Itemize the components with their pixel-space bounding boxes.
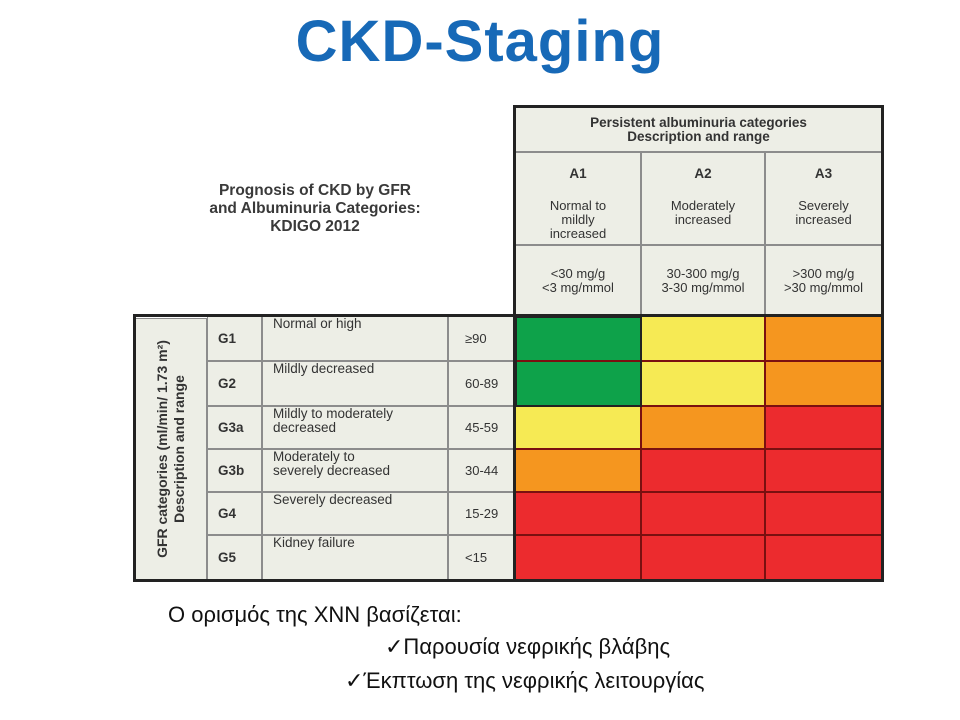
category-code: A2	[694, 166, 712, 181]
risk-cell-g4-a1	[515, 492, 641, 535]
text-line: Moderately	[670, 198, 736, 213]
risk-cell-g3a-a3	[765, 406, 882, 449]
gfr-range-g3a: 45-59	[448, 406, 515, 449]
risk-cell-g1-a2	[641, 316, 765, 361]
header-line: Description and range	[627, 128, 770, 144]
text-line: Moderately to	[273, 449, 355, 464]
page-title: CKD-Staging	[295, 9, 665, 74]
category-description: Normal to mildly increased	[550, 199, 606, 241]
text-line: increased	[674, 212, 732, 227]
text-line: increased	[795, 212, 852, 227]
risk-cell-g3b-a3	[765, 449, 882, 492]
prognosis-caption: Prognosis of CKD by GFR and Albuminuria …	[150, 182, 480, 236]
text-line: 3-30 mg/mmol	[661, 279, 745, 295]
text-line: Severely	[798, 198, 849, 213]
criterion-kidney-damage: ✓Παρουσία νεφρικής βλάβης	[385, 634, 671, 659]
text-line: 30-300 mg/g	[666, 265, 740, 281]
gfr-description-g5: Kidney failure	[262, 535, 448, 580]
albuminuria-range-a2: 30-300 mg/g 3-30 mg/mmol	[641, 245, 765, 316]
gfr-code-g5: G5	[207, 535, 262, 580]
gfr-description-g3a: Mildly to moderately decreased	[262, 406, 448, 449]
risk-cell-g1-a3	[765, 316, 882, 361]
gfr-description-g4: Severely decreased	[262, 492, 448, 535]
risk-cell-g3a-a2	[641, 406, 765, 449]
risk-cell-g5-a2	[641, 535, 765, 580]
text-line: increased	[549, 226, 607, 241]
risk-cell-g4-a2	[641, 492, 765, 535]
albuminuria-header: Persistent albuminuria categories Descrip…	[515, 107, 882, 152]
text-line: severely decreased	[273, 463, 391, 478]
gfr-code-g2: G2	[207, 361, 262, 406]
text-line: >30 mg/mmol	[783, 279, 864, 295]
albuminuria-range-a1: <30 mg/g <3 mg/mmol	[515, 245, 641, 316]
text-line: Normal or high	[273, 316, 362, 331]
text-line: Normal to	[549, 198, 607, 213]
text-line: Mildly decreased	[273, 361, 375, 376]
risk-cell-g2-a3	[765, 361, 882, 406]
risk-cell-g4-a3	[765, 492, 882, 535]
axis-line: Description and range	[171, 375, 187, 523]
prognosis-line: and Albuminuria Categories:	[209, 200, 421, 217]
gfr-range-g5: <15	[448, 535, 515, 580]
text-line: >300 mg/g	[792, 265, 855, 281]
risk-cell-g5-a1	[515, 535, 641, 580]
category-code: A1	[569, 166, 587, 181]
risk-cell-g3b-a2	[641, 449, 765, 492]
gfr-range-g4: 15-29	[448, 492, 515, 535]
definition-intro: Ο ορισμός της ΧΝΝ βασίζεται:	[168, 602, 462, 627]
prognosis-line: Prognosis of CKD by GFR	[218, 182, 412, 199]
risk-cell-g3b-a1	[515, 449, 641, 492]
albuminuria-range-a3: >300 mg/g >30 mg/mmol	[765, 245, 882, 316]
risk-cell-g1-a1	[515, 316, 641, 361]
gfr-axis-label-text: GFR categories (ml/min/ 1.73 m²) Descript…	[154, 318, 188, 580]
gfr-range-g2: 60-89	[448, 361, 515, 406]
risk-cell-g2-a1	[515, 361, 641, 406]
gfr-code-g3a: G3a	[207, 406, 262, 449]
category-description: Severely increased	[795, 199, 851, 227]
criterion-kidney-function: ✓Έκπτωση της νεφρικής λειτουργίας	[345, 668, 705, 693]
gfr-description-g3b: Moderately to severely decreased	[262, 449, 448, 492]
axis-line: GFR categories (ml/min/ 1.73 m²)	[154, 340, 170, 558]
albuminuria-category-a3: A3 Severely increased	[765, 152, 882, 245]
albuminuria-category-a1: A1 Normal to mildly increased	[515, 152, 641, 245]
text-line: Kidney failure	[273, 535, 355, 550]
gfr-code-g3b: G3b	[207, 449, 262, 492]
gfr-code-g1: G1	[207, 316, 262, 361]
risk-cell-g2-a2	[641, 361, 765, 406]
text-line: decreased	[273, 420, 337, 435]
risk-cell-g5-a3	[765, 535, 882, 580]
risk-cell-g3a-a1	[515, 406, 641, 449]
category-code: A3	[814, 166, 833, 181]
gfr-description-g1: Normal or high	[262, 316, 448, 361]
text-line: <30 mg/g	[550, 265, 606, 281]
header-line: Persistent albuminuria categories	[590, 114, 807, 130]
text-line: mildly	[561, 212, 595, 227]
albuminuria-category-a2: A2 Moderately increased	[641, 152, 765, 245]
text-line: Mildly to moderately	[273, 406, 394, 421]
text-line: Severely decreased	[273, 492, 393, 507]
gfr-axis-label: GFR categories (ml/min/ 1.73 m²) Descript…	[135, 318, 207, 580]
gfr-range-g1: ≥90	[448, 316, 515, 361]
prognosis-line: KDIGO 2012	[270, 218, 360, 235]
gfr-code-g4: G4	[207, 492, 262, 535]
category-description: Moderately increased	[671, 199, 735, 227]
gfr-range-g3b: 30-44	[448, 449, 515, 492]
text-line: <3 mg/mmol	[542, 279, 614, 295]
gfr-description-g2: Mildly decreased	[262, 361, 448, 406]
